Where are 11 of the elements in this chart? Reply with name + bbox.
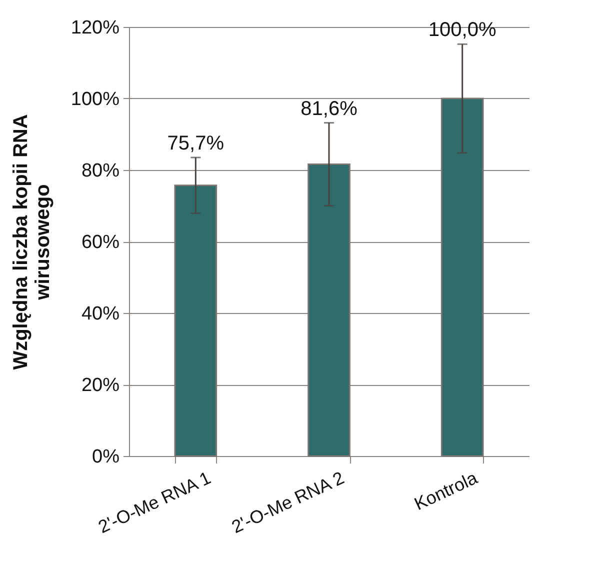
y-tick-label: 100% <box>70 89 120 110</box>
y-tick-label: 80% <box>81 160 120 182</box>
y-tick-label: 20% <box>81 375 120 396</box>
y-tick-label: 120% <box>70 18 120 38</box>
data-label: 75,7% <box>167 132 224 154</box>
y-tick-label: 60% <box>81 232 120 253</box>
y-tick-label: 0% <box>92 446 120 468</box>
data-label: 81,6% <box>300 98 358 120</box>
data-label: 100,0% <box>428 19 496 42</box>
y-tick-label: 40% <box>81 304 120 324</box>
y-axis-title: Względna liczba kopii RNA wirusowego <box>10 114 54 370</box>
